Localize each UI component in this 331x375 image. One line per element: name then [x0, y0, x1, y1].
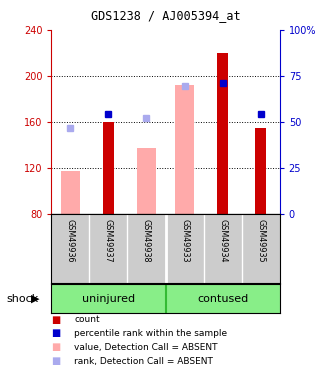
Bar [217, 53, 228, 214]
Bar [103, 122, 114, 214]
Text: value, Detection Call = ABSENT: value, Detection Call = ABSENT [74, 343, 218, 352]
Bar [255, 128, 266, 214]
Bar [61, 171, 80, 214]
Bar [175, 85, 194, 214]
Text: contused: contused [197, 294, 248, 303]
Text: ▶: ▶ [30, 294, 39, 303]
Text: GSM49936: GSM49936 [66, 219, 75, 263]
Text: percentile rank within the sample: percentile rank within the sample [74, 329, 228, 338]
Text: ■: ■ [51, 342, 61, 352]
Text: GSM49938: GSM49938 [142, 219, 151, 263]
Text: ■: ■ [51, 315, 61, 324]
Text: GSM49933: GSM49933 [180, 219, 189, 263]
Text: count: count [74, 315, 100, 324]
Text: ■: ■ [51, 328, 61, 338]
Text: GSM49935: GSM49935 [256, 219, 265, 263]
Text: GSM49934: GSM49934 [218, 219, 227, 263]
Text: shock: shock [7, 294, 39, 303]
Text: GDS1238 / AJ005394_at: GDS1238 / AJ005394_at [91, 9, 240, 22]
Text: ■: ■ [51, 356, 61, 366]
Text: GSM49937: GSM49937 [104, 219, 113, 263]
Text: rank, Detection Call = ABSENT: rank, Detection Call = ABSENT [74, 357, 213, 366]
Text: uninjured: uninjured [82, 294, 135, 303]
Bar [137, 148, 156, 214]
